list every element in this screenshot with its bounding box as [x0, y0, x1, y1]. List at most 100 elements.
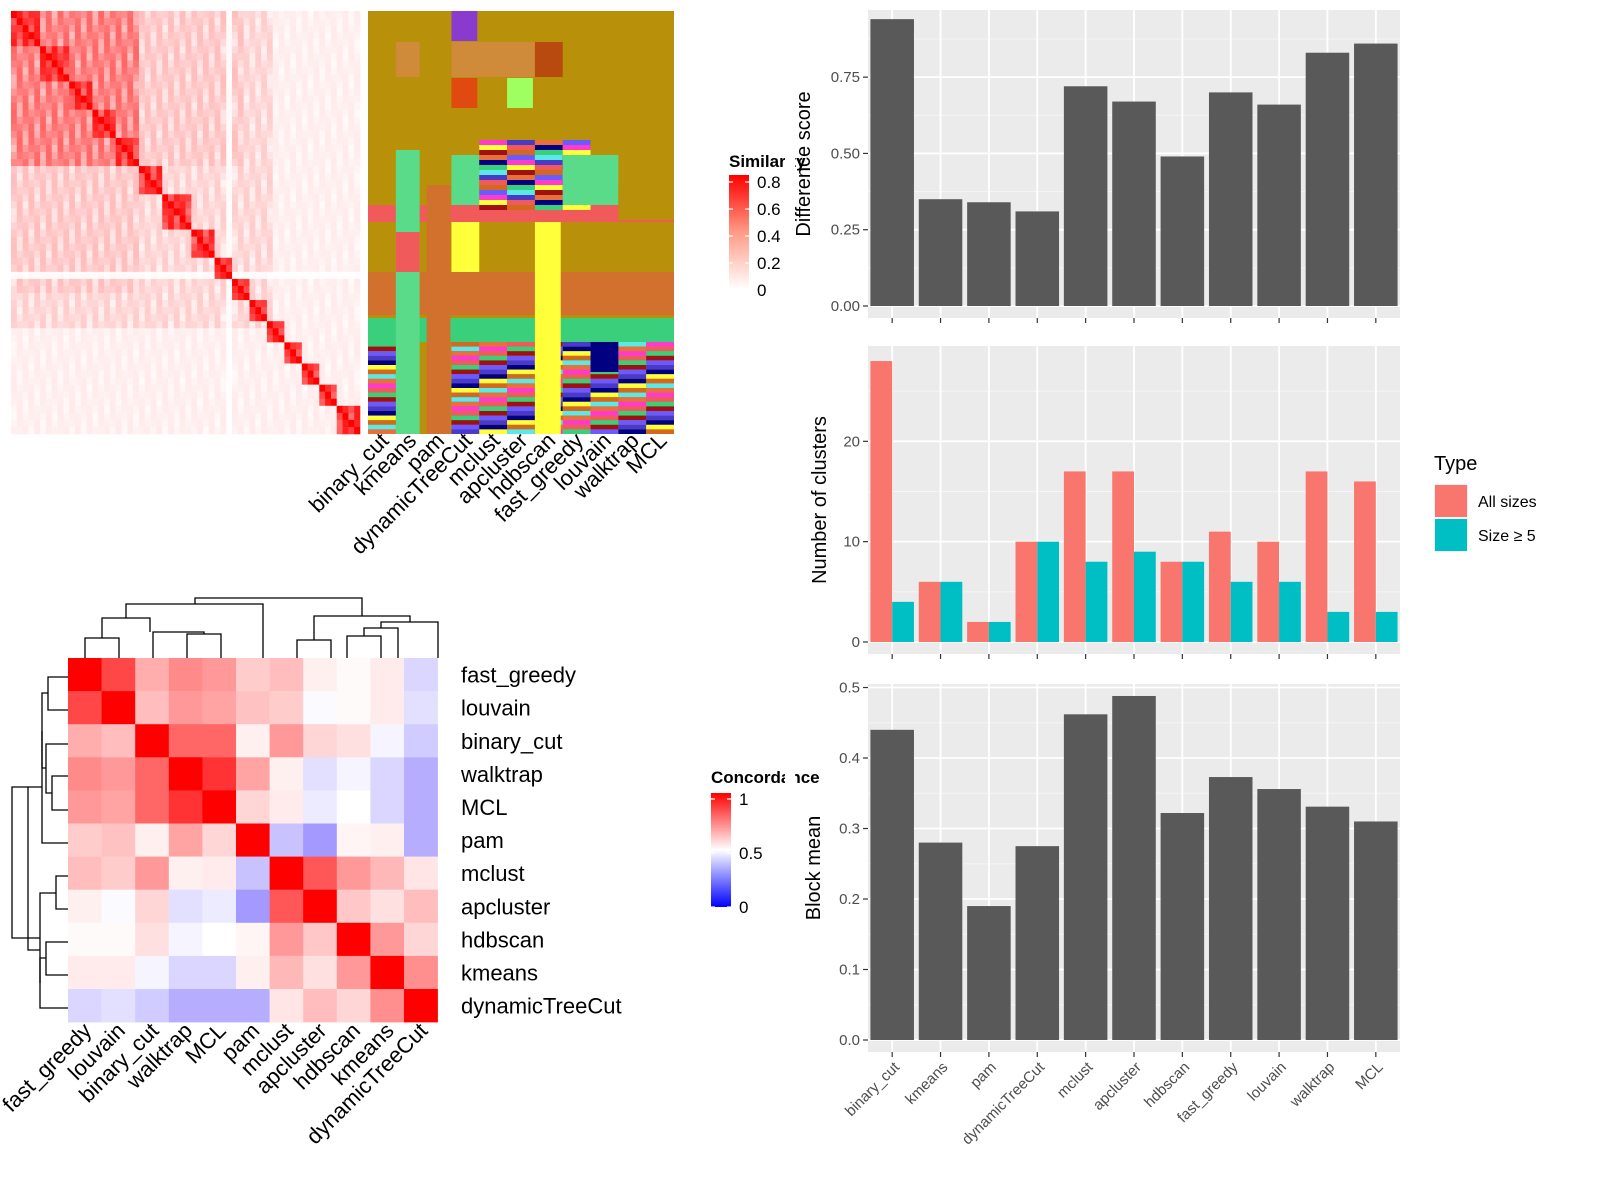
similarity-cell — [69, 285, 76, 294]
membership-stripe — [590, 420, 619, 425]
membership-stripe — [618, 397, 647, 402]
similarity-cell — [80, 215, 87, 223]
similarity-cell — [57, 116, 64, 125]
similarity-cell — [348, 377, 355, 385]
similarity-cell — [319, 307, 326, 315]
concordance-cell — [68, 955, 102, 990]
similarity-cell — [98, 300, 105, 308]
similarity-cell — [57, 321, 64, 329]
similarity-cell — [255, 398, 262, 407]
similarity-cell — [127, 32, 134, 40]
similarity-cell — [150, 130, 157, 139]
similarity-cell — [290, 74, 297, 82]
similarity-cell — [115, 236, 122, 244]
similarity-cell — [162, 109, 169, 118]
similarity-cell — [261, 32, 268, 40]
similarity-cell — [255, 194, 262, 202]
similarity-cell — [28, 88, 35, 96]
similarity-cell — [92, 201, 99, 209]
membership-stripe — [562, 150, 591, 155]
membership-stripe — [562, 145, 591, 150]
similarity-cell — [284, 67, 291, 75]
similarity-cell — [115, 363, 122, 371]
membership-stripe — [562, 392, 591, 398]
similarity-cell — [202, 370, 210, 378]
membership-stripe — [646, 351, 674, 356]
similarity-cell — [336, 137, 343, 146]
similarity-cell — [266, 398, 274, 407]
similarity-cell — [179, 363, 186, 371]
similarity-cell — [34, 398, 41, 407]
similarity-cell — [127, 152, 134, 160]
similarity-cell — [336, 391, 343, 400]
similarity-cell — [319, 285, 326, 294]
similarity-cell — [272, 123, 279, 132]
similarity-cell — [325, 377, 332, 385]
similarity-cell — [69, 257, 76, 266]
similarity-cell — [325, 300, 332, 308]
similarity-cell — [173, 130, 180, 139]
similarity-cell — [313, 144, 320, 153]
membership-stripe — [562, 406, 591, 411]
similarity-cell — [290, 187, 297, 195]
membership-stripe — [590, 388, 619, 393]
similarity-cell — [307, 391, 314, 400]
similarity-cell — [319, 271, 326, 280]
similarity-cell — [296, 377, 303, 385]
similarity-cell — [197, 293, 204, 301]
membership-stripe — [590, 374, 619, 379]
similarity-cell — [226, 11, 233, 19]
similarity-cell — [162, 356, 169, 364]
similarity-cell — [162, 180, 169, 188]
membership-stripe — [368, 360, 396, 365]
similarity-cell — [109, 356, 116, 364]
similarity-cell — [156, 60, 163, 68]
similarity-cell — [133, 159, 140, 167]
similarity-cell — [34, 130, 41, 139]
similarity-cell — [109, 363, 116, 371]
similarity-cell — [121, 81, 128, 89]
similarity-cell — [11, 102, 18, 110]
similarity-cell — [336, 300, 343, 308]
similarity-cell — [290, 60, 297, 68]
similarity-cell — [185, 187, 192, 195]
similarity-cell — [319, 342, 326, 350]
membership-stripe — [507, 155, 535, 160]
similarity-matrix — [11, 11, 361, 435]
similarity-cell — [156, 370, 163, 378]
membership-band — [395, 150, 420, 434]
similarity-cell — [202, 314, 210, 322]
similarity-cell — [86, 278, 93, 287]
similarity-cell — [40, 264, 47, 273]
similarity-cell — [197, 159, 204, 167]
similarity-cell — [156, 356, 163, 364]
similarity-cell — [11, 208, 18, 216]
similarity-cell — [109, 271, 116, 280]
concordance-legend-tick-label: 0.5 — [739, 844, 763, 863]
similarity-cell — [185, 321, 192, 329]
similarity-cell — [185, 278, 192, 287]
similarity-cell — [202, 201, 210, 209]
similarity-cell — [307, 215, 314, 223]
similarity-cell — [197, 208, 204, 216]
bar-all-sizes — [1063, 471, 1086, 642]
similarity-cell — [278, 300, 285, 308]
similarity-cell — [243, 356, 250, 364]
similarity-cell — [313, 116, 320, 125]
similarity-cell — [34, 307, 41, 315]
similarity-cell — [249, 18, 256, 26]
similarity-cell — [28, 173, 35, 181]
membership-stripe — [479, 180, 508, 185]
similarity-cell — [34, 102, 41, 110]
similarity-cell — [138, 349, 146, 357]
y-tick-label: 0.1 — [839, 962, 860, 979]
similarity-cell — [237, 152, 244, 160]
membership-stripe — [451, 415, 480, 421]
similarity-cell — [272, 39, 279, 47]
similarity-cell — [191, 271, 198, 280]
similarity-cell — [237, 60, 244, 68]
similarity-cell — [255, 314, 262, 322]
similarity-cell — [22, 180, 29, 188]
similarity-cell — [109, 201, 116, 209]
similarity-cell — [301, 18, 308, 26]
